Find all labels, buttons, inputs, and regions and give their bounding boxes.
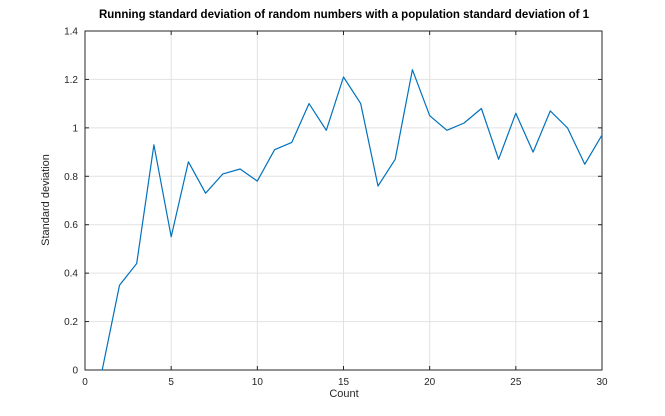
x-tick-label: 0: [82, 377, 88, 388]
y-tick-label: 0: [72, 366, 78, 377]
y-tick-label: 0.6: [64, 220, 78, 231]
x-tick-label: 25: [510, 377, 522, 388]
x-tick-label: 5: [168, 377, 174, 388]
x-tick-label: 10: [252, 377, 264, 388]
y-tick-label: 1.4: [64, 27, 78, 38]
y-tick-label: 0.8: [64, 172, 78, 183]
x-axis-label: Count: [329, 388, 359, 400]
x-tick-label: 15: [338, 377, 350, 388]
data-line-series: [101, 69, 603, 371]
x-tick-label: 20: [424, 377, 436, 388]
y-tick-label: 0.4: [64, 269, 78, 280]
y-tick-label: 1.2: [64, 75, 78, 86]
x-tick-label: 30: [596, 377, 608, 388]
chart-title: Running standard deviation of random num…: [98, 9, 590, 21]
y-tick-label: 1: [72, 123, 78, 134]
y-tick-label: 0.2: [64, 317, 78, 328]
